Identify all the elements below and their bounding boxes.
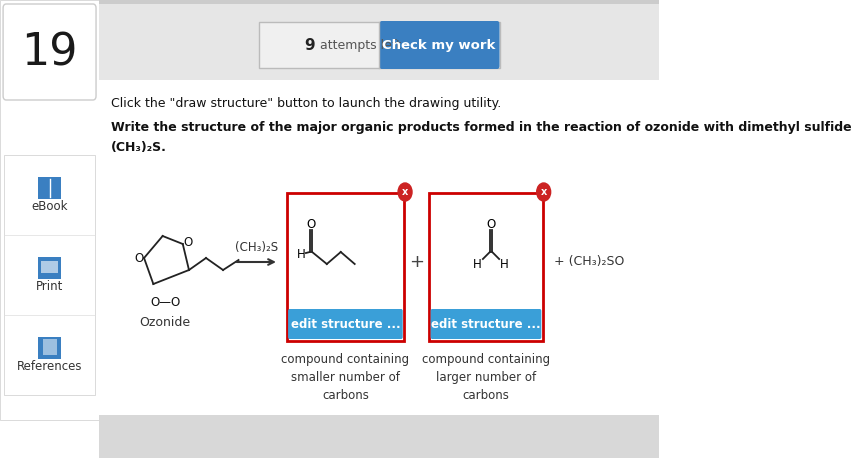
Text: Click the "draw structure" button to launch the drawing utility.: Click the "draw structure" button to lau… bbox=[111, 97, 501, 109]
FancyBboxPatch shape bbox=[43, 339, 56, 355]
Text: x: x bbox=[540, 187, 547, 197]
Text: compound containing
larger number of
carbons: compound containing larger number of car… bbox=[422, 353, 550, 402]
FancyBboxPatch shape bbox=[3, 4, 96, 100]
Text: O: O bbox=[306, 218, 315, 230]
Circle shape bbox=[398, 183, 412, 201]
Text: x: x bbox=[402, 187, 408, 197]
FancyBboxPatch shape bbox=[38, 337, 61, 359]
Text: edit structure ...: edit structure ... bbox=[431, 317, 540, 331]
Text: Check my work: Check my work bbox=[382, 38, 496, 51]
FancyBboxPatch shape bbox=[260, 22, 500, 68]
Text: O—O: O—O bbox=[151, 295, 181, 309]
Text: 19: 19 bbox=[21, 32, 77, 75]
FancyBboxPatch shape bbox=[0, 0, 659, 458]
FancyBboxPatch shape bbox=[431, 309, 541, 339]
FancyBboxPatch shape bbox=[99, 0, 659, 4]
FancyBboxPatch shape bbox=[288, 309, 403, 339]
Text: + (CH₃)₂SO: + (CH₃)₂SO bbox=[554, 256, 624, 268]
Text: References: References bbox=[17, 360, 83, 374]
Circle shape bbox=[537, 183, 551, 201]
FancyBboxPatch shape bbox=[429, 193, 543, 341]
Text: H: H bbox=[473, 257, 482, 271]
Text: Ozonide: Ozonide bbox=[140, 316, 191, 328]
FancyBboxPatch shape bbox=[38, 177, 61, 199]
Text: O: O bbox=[134, 251, 143, 265]
FancyBboxPatch shape bbox=[380, 21, 500, 69]
FancyBboxPatch shape bbox=[41, 261, 58, 273]
FancyBboxPatch shape bbox=[99, 4, 659, 80]
FancyBboxPatch shape bbox=[99, 415, 659, 458]
Text: (CH₃)₂S.: (CH₃)₂S. bbox=[111, 142, 167, 154]
Text: edit structure ...: edit structure ... bbox=[290, 317, 400, 331]
FancyBboxPatch shape bbox=[4, 155, 95, 395]
Text: O: O bbox=[184, 235, 193, 249]
FancyBboxPatch shape bbox=[99, 80, 659, 420]
FancyBboxPatch shape bbox=[287, 193, 404, 341]
Text: compound containing
smaller number of
carbons: compound containing smaller number of ca… bbox=[282, 353, 409, 402]
Text: eBook: eBook bbox=[31, 201, 68, 213]
Text: Write the structure of the major organic products formed in the reaction of ozon: Write the structure of the major organic… bbox=[111, 121, 851, 135]
Text: +: + bbox=[409, 253, 424, 271]
Text: attempts left: attempts left bbox=[316, 38, 401, 51]
Text: O: O bbox=[486, 218, 495, 230]
Text: H: H bbox=[500, 257, 509, 271]
Text: (CH₃)₂S: (CH₃)₂S bbox=[235, 241, 278, 255]
Text: H: H bbox=[297, 249, 306, 262]
Text: 9: 9 bbox=[304, 38, 314, 53]
FancyBboxPatch shape bbox=[38, 257, 61, 279]
Text: Print: Print bbox=[36, 280, 63, 294]
FancyBboxPatch shape bbox=[0, 0, 99, 420]
